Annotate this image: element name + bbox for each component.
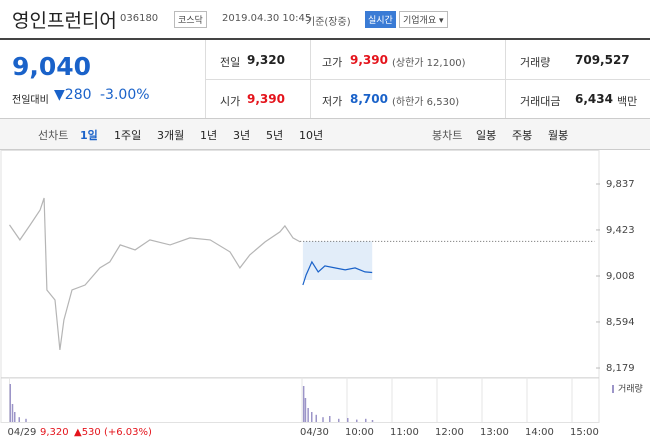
volume-bar <box>304 398 307 422</box>
price-line <box>302 260 373 286</box>
divider <box>0 38 650 40</box>
stat-value: 9,390 <box>247 92 285 106</box>
volume-bar <box>311 412 313 422</box>
x-tick-label: 12:00 <box>435 427 464 438</box>
change: ▼280 <box>54 87 92 103</box>
stat-value: 9,390 <box>350 53 388 67</box>
line-tab[interactable]: 1년 <box>200 129 218 142</box>
stat-note: (상한가 12,100) <box>392 58 466 69</box>
chart: 9,837 9,423 9,008 8,594 8,179 04/29 04/30 10:00… <box>0 150 643 438</box>
stock-code: 036180 <box>120 13 159 24</box>
stat-label: 저가 <box>322 95 343 108</box>
candle-tab[interactable]: 일봉 <box>476 129 497 142</box>
stat-label: 거래대금 <box>520 95 561 108</box>
change-label: 전일대비 <box>12 95 49 106</box>
volume-bar <box>365 418 367 422</box>
volume-bar <box>307 408 309 422</box>
tab-label: 봉차트 <box>432 129 463 142</box>
plot-frame <box>0 150 600 423</box>
today-range <box>302 241 373 280</box>
line-tab[interactable]: 3년 <box>233 129 251 142</box>
x-tick-label: 04/29 <box>8 427 37 438</box>
volume-bar <box>315 414 317 422</box>
realtime-button[interactable]: 실시간 <box>365 11 396 28</box>
annotation-price: 9,320 <box>40 427 69 438</box>
stat-note: (하한가 6,530) <box>392 97 460 108</box>
line-tab[interactable]: 1일 <box>80 129 98 142</box>
volume-bar <box>322 417 324 422</box>
line-tab[interactable]: 1주일 <box>114 129 142 142</box>
stat-label: 고가 <box>322 56 343 69</box>
stat-label: 거래량 <box>520 56 551 69</box>
y-tick-label: 9,423 <box>606 225 635 236</box>
x-tick-label: 11:00 <box>390 427 419 438</box>
y-tick-label: 8,594 <box>606 317 635 328</box>
volume-bar <box>329 416 331 422</box>
divider <box>205 79 650 80</box>
stat-value: 6,434 <box>575 92 613 106</box>
change-pct: -3.00% <box>100 87 150 103</box>
datetime: 2019.04.30 10:45 <box>222 13 312 24</box>
y-tick-label: 8,179 <box>606 363 635 374</box>
volume-bar <box>11 404 14 422</box>
x-tick-label: 13:00 <box>480 427 509 438</box>
line-tab[interactable]: 3개월 <box>157 129 185 142</box>
y-tick-label: 9,837 <box>606 179 635 190</box>
change-value: 280 <box>64 87 92 103</box>
stat-unit: 백만 <box>617 95 638 108</box>
stat-value: 709,527 <box>575 53 630 67</box>
volume-bar <box>347 418 349 422</box>
annotation-change: ▲530 (+6.03%) <box>74 427 152 438</box>
candle-tab[interactable]: 주봉 <box>512 129 533 142</box>
x-tick-label: 04/30 <box>300 427 329 438</box>
market-badge: 코스닥 <box>174 11 207 28</box>
tab-bar <box>0 118 650 150</box>
volume-label: 거래량 <box>618 383 643 395</box>
company-info-text: 기업개요 <box>403 16 437 26</box>
volume-legend-swatch <box>612 385 614 393</box>
volume-bar <box>302 386 305 422</box>
volume-bar <box>9 384 11 422</box>
basis: 기준(장중) <box>306 17 351 28</box>
company-info-button[interactable]: 기업개요 ▾ <box>399 11 448 28</box>
stat-value: 8,700 <box>350 92 388 106</box>
volume-bar <box>371 420 374 422</box>
line-tab[interactable]: 5년 <box>266 129 284 142</box>
stat-value: 9,320 <box>247 53 285 67</box>
x-tick-label: 15:00 <box>570 427 599 438</box>
price: 9,040 <box>12 52 92 81</box>
stat-label: 전일 <box>220 56 241 69</box>
stat-label: 시가 <box>220 95 241 108</box>
y-tick-label: 9,008 <box>606 271 635 282</box>
volume-bar <box>356 419 358 422</box>
stock-name: 영인프런티어 <box>12 10 117 32</box>
candle-tab[interactable]: 월봉 <box>548 129 569 142</box>
line-tab[interactable]: 10년 <box>299 129 324 142</box>
volume-bar <box>18 417 20 422</box>
price-line <box>9 197 301 350</box>
volume-bar <box>338 418 340 422</box>
volume-bar <box>25 418 27 422</box>
x-tick-label: 10:00 <box>345 427 374 438</box>
volume-bar <box>14 412 16 422</box>
tab-label: 선차트 <box>38 129 69 142</box>
x-tick-label: 14:00 <box>525 427 554 438</box>
